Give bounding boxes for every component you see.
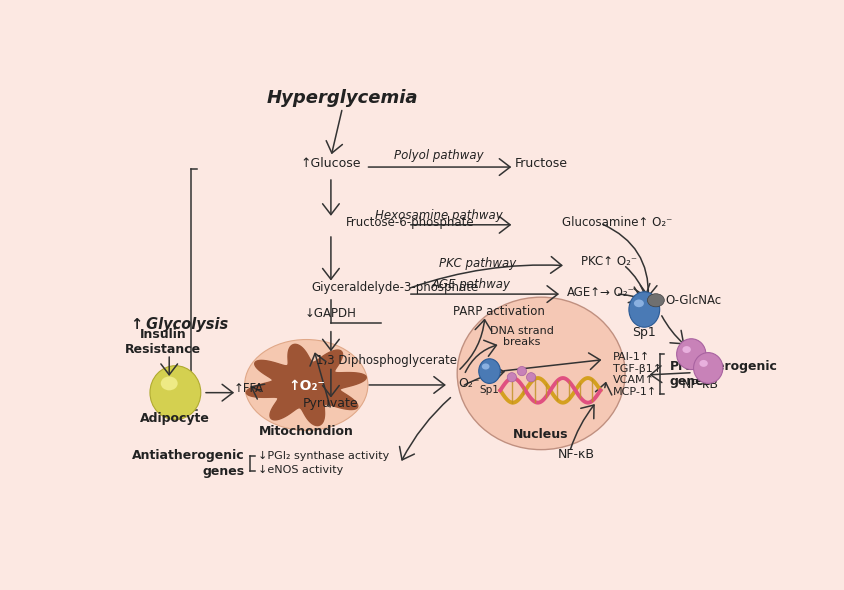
Ellipse shape	[517, 366, 527, 376]
Ellipse shape	[634, 300, 644, 307]
Polygon shape	[246, 345, 366, 425]
Ellipse shape	[683, 346, 691, 353]
Text: Sp1: Sp1	[479, 385, 500, 395]
Text: ↓PGI₂ synthase activity: ↓PGI₂ synthase activity	[257, 451, 389, 461]
Text: Sp1: Sp1	[632, 326, 656, 339]
Text: DNA strand
breaks: DNA strand breaks	[490, 326, 554, 348]
Ellipse shape	[245, 339, 368, 430]
Text: O₂⁻: O₂⁻	[458, 377, 479, 390]
Ellipse shape	[647, 294, 664, 307]
Ellipse shape	[507, 373, 517, 382]
Text: O-GlcNAc: O-GlcNAc	[666, 294, 722, 307]
Text: Proatherogenic
genes: Proatherogenic genes	[669, 360, 777, 388]
Text: NF-κB: NF-κB	[557, 448, 594, 461]
Ellipse shape	[482, 363, 490, 369]
Ellipse shape	[457, 297, 625, 450]
Text: PKC↑ O₂⁻: PKC↑ O₂⁻	[582, 255, 637, 268]
Text: AGE↑: AGE↑	[566, 286, 601, 299]
Text: Hexosamine pathway: Hexosamine pathway	[375, 209, 502, 222]
Text: VCAM↑: VCAM↑	[613, 375, 655, 385]
Text: Hyperglycemia: Hyperglycemia	[267, 88, 419, 107]
Text: AGE pathway: AGE pathway	[431, 278, 511, 291]
Text: Glucosamine↑ O₂⁻: Glucosamine↑ O₂⁻	[562, 216, 673, 229]
Text: ↑Glucose: ↑Glucose	[300, 157, 361, 170]
Ellipse shape	[629, 292, 660, 327]
Text: PKC pathway: PKC pathway	[439, 257, 516, 270]
Text: ↑FFA: ↑FFA	[234, 382, 263, 395]
Text: PAI-1↑: PAI-1↑	[613, 352, 650, 362]
Text: PARP activation: PARP activation	[453, 304, 544, 317]
Text: p50: p50	[681, 343, 701, 353]
Text: Mitochondion: Mitochondion	[259, 425, 354, 438]
Ellipse shape	[694, 353, 722, 384]
Text: NF-κB: NF-κB	[682, 378, 719, 391]
Text: Polyol pathway: Polyol pathway	[394, 149, 484, 162]
Text: 1,3 Diphosphoglycerate: 1,3 Diphosphoglycerate	[316, 354, 457, 367]
Ellipse shape	[160, 376, 178, 391]
Ellipse shape	[479, 359, 500, 384]
Text: ↑O₂⁻: ↑O₂⁻	[288, 379, 325, 394]
Text: TGF-β1↑: TGF-β1↑	[613, 364, 662, 374]
Ellipse shape	[527, 373, 536, 382]
Text: Fructose-6-phosphate: Fructose-6-phosphate	[346, 216, 475, 229]
Text: MCP-1↑: MCP-1↑	[613, 387, 657, 397]
Text: ↑ Glycolysis: ↑ Glycolysis	[131, 317, 228, 332]
Text: Insulin
Resistance: Insulin Resistance	[125, 328, 201, 356]
Text: → O₂⁻: → O₂⁻	[600, 286, 635, 299]
Ellipse shape	[700, 360, 708, 367]
Text: Giyceraldelyde-3-phosphate: Giyceraldelyde-3-phosphate	[311, 281, 479, 294]
Text: Adipocyte: Adipocyte	[140, 412, 210, 425]
Text: Antiatherogenic
genes: Antiatherogenic genes	[132, 450, 245, 477]
Text: ↓GAPDH: ↓GAPDH	[305, 307, 357, 320]
Ellipse shape	[677, 339, 706, 369]
Ellipse shape	[150, 366, 201, 419]
Text: Nucleus: Nucleus	[513, 428, 569, 441]
Text: p65: p65	[698, 357, 718, 367]
Text: Pyruvate: Pyruvate	[303, 397, 359, 410]
Text: ↓eNOS activity: ↓eNOS activity	[257, 465, 343, 475]
Text: Fructose: Fructose	[515, 157, 568, 170]
